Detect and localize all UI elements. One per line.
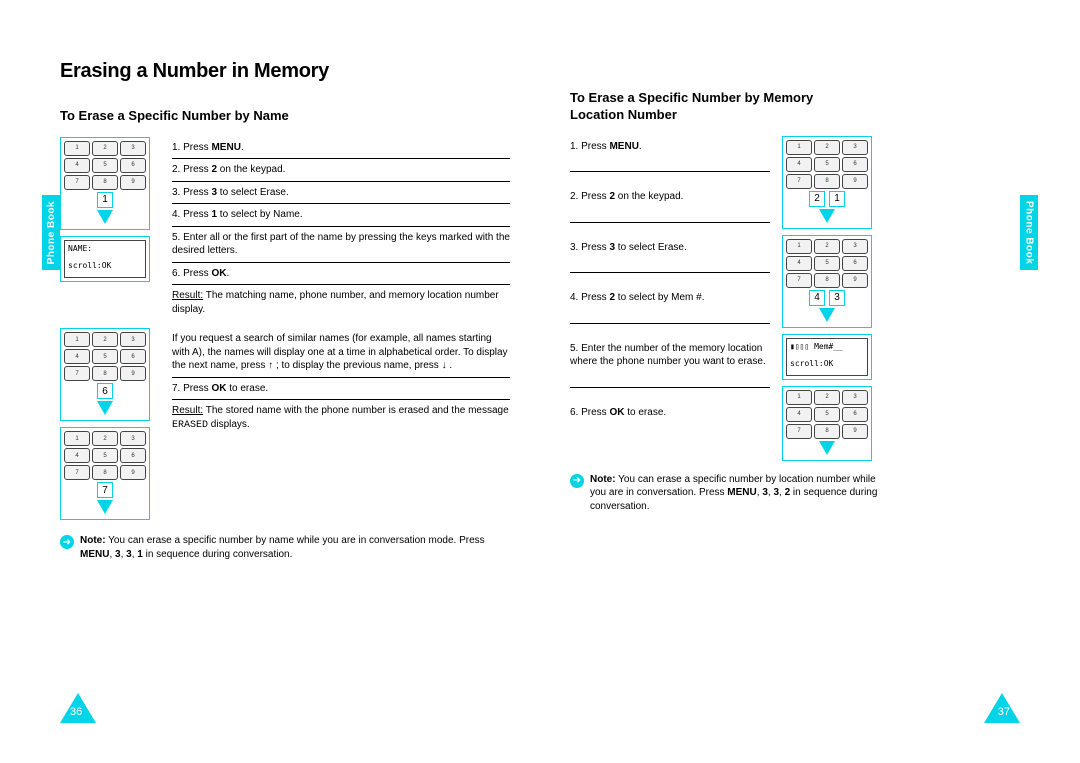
side-tab-left: Phone Book — [42, 195, 60, 270]
para-similar: If you request a search of similar names… — [172, 328, 510, 377]
left-block-1: 123 456 789 1 NAME: scroll:OK 1. Press M… — [60, 137, 510, 321]
note-arrow-icon: ➜ — [60, 535, 74, 549]
note-left: ➜ Note: You can erase a specific number … — [60, 534, 510, 561]
left-block-2: 123 456 789 6 123 456 789 7 If you reque… — [60, 328, 510, 526]
right-subtitle: To Erase a Specific Number by Memory Loc… — [570, 90, 830, 124]
r-step-3: 3. Press 3 to select Erase. — [570, 223, 770, 274]
down-arrow-icon — [819, 308, 835, 322]
r-step-4: 4. Press 2 to select by Mem #. — [570, 273, 770, 324]
down-arrow-icon — [97, 210, 113, 224]
r-step-2: 2. Press 2 on the keypad. — [570, 172, 770, 223]
down-arrow-icon — [97, 500, 113, 514]
step-6: 6. Press OK. — [172, 263, 510, 286]
figure-keypad-6: 123 456 789 6 — [60, 328, 150, 421]
step-2: 2. Press 2 on the keypad. — [172, 159, 510, 182]
page-37: Phone Book To Erase a Specific Number by… — [540, 0, 1080, 763]
down-arrow-icon — [97, 401, 113, 415]
result-1: Result: The matching name, phone number,… — [172, 285, 510, 320]
page-36: Phone Book Erasing a Number in Memory To… — [0, 0, 540, 763]
screen-line-2: scroll:OK — [68, 261, 142, 271]
r-step-6: 6. Press OK to erase. — [570, 388, 770, 438]
side-tab-left-label: Phone Book — [46, 201, 57, 264]
figure-screen-name: NAME: scroll:OK — [60, 236, 150, 282]
step-4: 4. Press 1 to select by Name. — [172, 204, 510, 227]
figure-keypad-r3: 123 456 789 — [782, 386, 872, 461]
side-tab-right: Phone Book — [1020, 195, 1038, 270]
screen-line-1: NAME: — [68, 244, 142, 254]
figure-keypad-7: 123 456 789 7 — [60, 427, 150, 520]
down-arrow-icon — [819, 441, 835, 455]
figure-keypad-r2: 123 456 789 43 — [782, 235, 872, 328]
figure-keypad-r1: 123 456 789 21 — [782, 136, 872, 229]
screen-r-line-2: scroll:OK — [790, 359, 864, 369]
step-7: 7. Press OK to erase. — [172, 377, 510, 401]
figure-screen-mem: ▮▯▯▯ Mem#__ scroll:OK — [782, 334, 872, 380]
down-arrow-icon — [819, 209, 835, 223]
page-number-right: 37 — [998, 706, 1010, 718]
note-arrow-icon: ➜ — [570, 474, 584, 488]
page-number-left: 36 — [70, 706, 82, 718]
left-subtitle: To Erase a Specific Number by Name — [60, 108, 510, 125]
r-step-5: 5. Enter the number of the memory locati… — [570, 324, 770, 388]
note-right: ➜ Note: You can erase a specific number … — [570, 473, 890, 514]
main-title: Erasing a Number in Memory — [60, 60, 510, 83]
screen-r-line-1: ▮▯▯▯ Mem#__ — [790, 342, 864, 352]
r-step-1: 1. Press MENU. — [570, 136, 770, 173]
step-1: 1. Press MENU. — [172, 137, 510, 160]
step-5: 5. Enter all or the first part of the na… — [172, 227, 510, 263]
side-tab-right-label: Phone Book — [1024, 201, 1035, 264]
step-3: 3. Press 3 to select Erase. — [172, 182, 510, 205]
result-2: Result: The stored name with the phone n… — [172, 400, 510, 436]
figure-keypad-1: 123 456 789 1 — [60, 137, 150, 230]
